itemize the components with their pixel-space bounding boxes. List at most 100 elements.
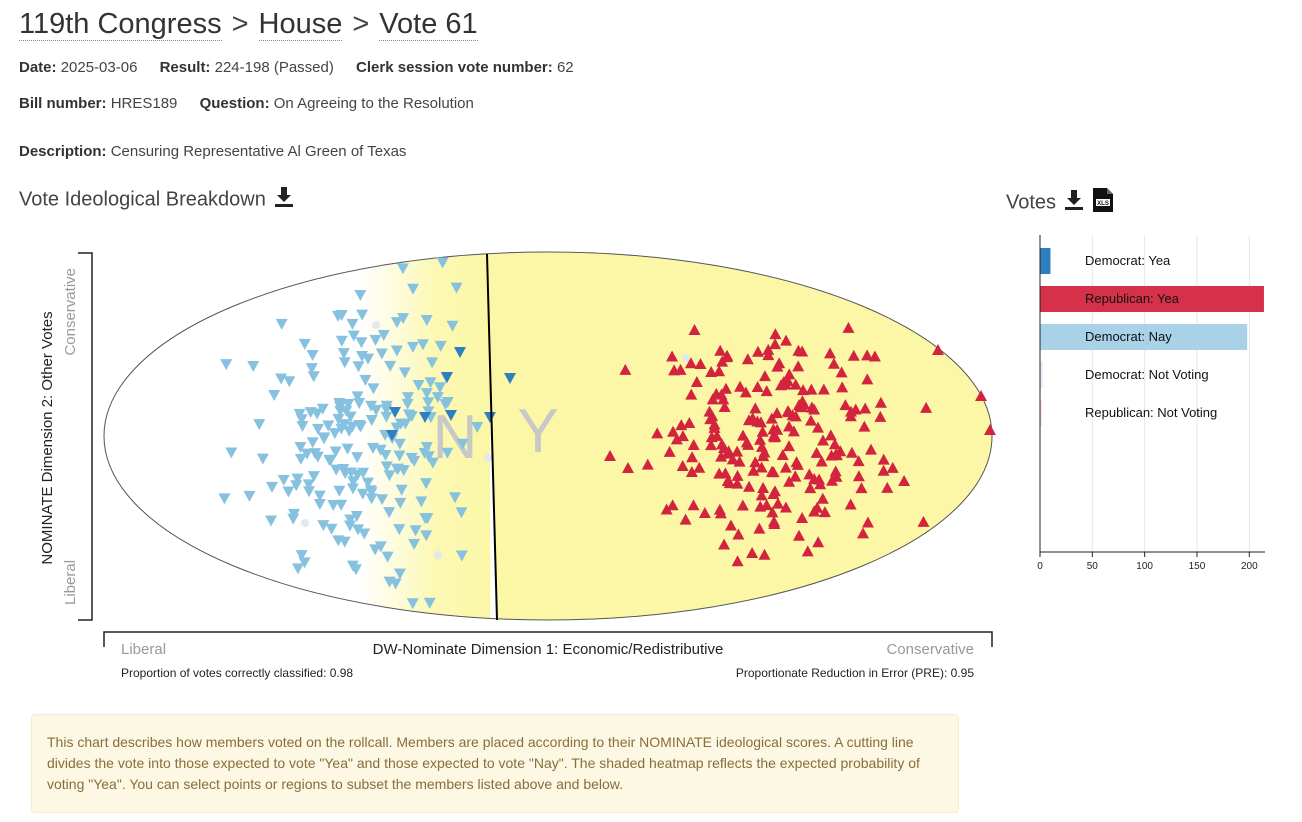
member-point-democrat-nay[interactable] xyxy=(329,446,342,458)
member-point-republican-yea[interactable] xyxy=(706,393,719,405)
member-point-republican-yea[interactable] xyxy=(651,427,664,439)
member-point-democrat-nay[interactable] xyxy=(398,367,411,379)
member-point-republican-yea[interactable] xyxy=(758,370,771,382)
member-point-republican-yea[interactable] xyxy=(861,349,874,361)
member-point-democrat-nay[interactable] xyxy=(380,400,393,412)
member-point-republican-yea[interactable] xyxy=(732,528,745,540)
member-point-republican-yea[interactable] xyxy=(751,345,764,357)
member-point-democrat-nay[interactable] xyxy=(335,499,348,511)
member-point-democrat-nay[interactable] xyxy=(302,479,315,491)
member-point-democrat-nay[interactable] xyxy=(296,421,309,433)
member-point-democrat-nay[interactable] xyxy=(300,448,313,460)
member-point-democrat-nay[interactable] xyxy=(383,470,396,482)
member-point-republican-yea[interactable] xyxy=(776,448,789,460)
member-point-democrat-nay[interactable] xyxy=(423,597,436,609)
member-point-democrat-nay[interactable] xyxy=(327,500,340,512)
member-point-democrat-nay[interactable] xyxy=(369,544,382,556)
member-point-republican-yea[interactable] xyxy=(842,321,855,333)
member-point-democrat-nay[interactable] xyxy=(383,507,396,519)
member-point-republican-yea[interactable] xyxy=(769,338,782,350)
member-point-republican-yea[interactable] xyxy=(755,461,768,473)
member-point-republican-yea[interactable] xyxy=(861,516,874,528)
member-point-republican-yea[interactable] xyxy=(683,416,696,428)
member-point-republican-yea[interactable] xyxy=(810,446,823,458)
member-point-republican-yea[interactable] xyxy=(749,456,762,468)
member-point-republican-yea[interactable] xyxy=(818,506,831,518)
member-point-republican-yea[interactable] xyxy=(708,418,721,430)
member-point-democrat-yea[interactable] xyxy=(386,430,398,441)
member-point-republican-yea[interactable] xyxy=(713,365,726,377)
member-point-republican-yea[interactable] xyxy=(760,499,773,511)
member-point-republican-yea[interactable] xyxy=(667,425,680,437)
member-point-republican-yea[interactable] xyxy=(792,529,805,541)
member-point-democrat-nay[interactable] xyxy=(380,461,393,473)
member-point-democrat-nay[interactable] xyxy=(415,496,428,508)
member-point-not-voting[interactable] xyxy=(484,454,492,462)
member-point-democrat-nay[interactable] xyxy=(294,453,307,465)
member-point-democrat-nay[interactable] xyxy=(450,282,463,294)
member-point-republican-yea[interactable] xyxy=(847,349,860,361)
member-point-democrat-yea[interactable] xyxy=(419,412,431,423)
member-point-republican-yea[interactable] xyxy=(767,515,780,527)
member-point-republican-yea[interactable] xyxy=(724,519,737,531)
member-point-democrat-nay[interactable] xyxy=(307,471,320,483)
member-point-republican-yea[interactable] xyxy=(771,423,784,435)
member-point-democrat-nay[interactable] xyxy=(311,451,324,463)
member-point-republican-yea[interactable] xyxy=(733,455,746,467)
member-point-republican-yea[interactable] xyxy=(852,470,865,482)
member-point-democrat-nay[interactable] xyxy=(375,348,388,360)
member-point-democrat-nay[interactable] xyxy=(306,350,319,362)
member-point-republican-yea[interactable] xyxy=(765,412,778,424)
member-point-republican-yea[interactable] xyxy=(736,499,749,511)
member-point-republican-yea[interactable] xyxy=(844,410,857,422)
vote-bar-republican-yea[interactable] xyxy=(1040,286,1264,312)
member-point-republican-yea[interactable] xyxy=(753,522,766,534)
member-point-republican-yea[interactable] xyxy=(666,350,679,362)
member-point-democrat-nay[interactable] xyxy=(253,419,266,431)
member-point-republican-yea[interactable] xyxy=(718,401,731,413)
member-point-republican-yea[interactable] xyxy=(751,415,764,427)
member-point-republican-yea[interactable] xyxy=(792,360,805,372)
member-point-democrat-nay[interactable] xyxy=(390,345,403,357)
member-point-democrat-yea[interactable] xyxy=(441,372,453,383)
member-point-democrat-nay[interactable] xyxy=(295,414,308,426)
member-point-republican-yea[interactable] xyxy=(874,396,887,408)
member-point-democrat-nay[interactable] xyxy=(420,314,433,326)
member-point-republican-yea[interactable] xyxy=(770,407,783,419)
member-point-republican-yea[interactable] xyxy=(812,536,825,548)
member-point-democrat-nay[interactable] xyxy=(350,510,363,522)
member-point-democrat-nay[interactable] xyxy=(420,441,433,453)
member-point-not-voting[interactable] xyxy=(372,321,380,329)
member-point-democrat-nay[interactable] xyxy=(290,480,303,492)
member-point-democrat-nay[interactable] xyxy=(344,514,357,526)
member-point-republican-yea[interactable] xyxy=(824,429,837,441)
member-point-republican-yea[interactable] xyxy=(874,410,887,422)
member-point-democrat-yea[interactable] xyxy=(389,407,401,418)
member-point-democrat-nay[interactable] xyxy=(394,497,407,509)
member-point-republican-yea[interactable] xyxy=(766,506,779,518)
member-point-republican-yea[interactable] xyxy=(783,475,796,487)
member-point-democrat-nay[interactable] xyxy=(434,340,447,352)
member-point-republican-yea[interactable] xyxy=(714,344,727,356)
member-point-republican-yea[interactable] xyxy=(688,324,701,336)
member-point-republican-yea[interactable] xyxy=(721,447,734,459)
member-point-republican-yea[interactable] xyxy=(641,458,654,470)
member-point-democrat-nay[interactable] xyxy=(433,382,446,394)
member-point-republican-yea[interactable] xyxy=(804,414,817,426)
member-point-republican-yea[interactable] xyxy=(881,481,894,493)
member-point-republican-yea[interactable] xyxy=(780,334,793,346)
member-point-republican-yea[interactable] xyxy=(932,344,944,355)
member-point-republican-yea[interactable] xyxy=(762,349,775,361)
member-point-democrat-nay[interactable] xyxy=(397,465,410,477)
vote-bar-democrat-not-voting[interactable] xyxy=(1040,362,1044,388)
member-point-republican-yea[interactable] xyxy=(796,511,809,523)
member-point-democrat-nay[interactable] xyxy=(394,418,407,430)
member-point-democrat-nay[interactable] xyxy=(380,411,393,423)
member-point-democrat-nay[interactable] xyxy=(354,421,367,433)
member-point-democrat-nay[interactable] xyxy=(365,493,378,505)
member-point-democrat-nay[interactable] xyxy=(407,283,420,295)
member-point-republican-yea[interactable] xyxy=(789,378,802,390)
member-point-republican-yea[interactable] xyxy=(811,421,824,433)
member-point-republican-yea[interactable] xyxy=(668,364,681,376)
member-point-republican-yea[interactable] xyxy=(814,478,827,490)
